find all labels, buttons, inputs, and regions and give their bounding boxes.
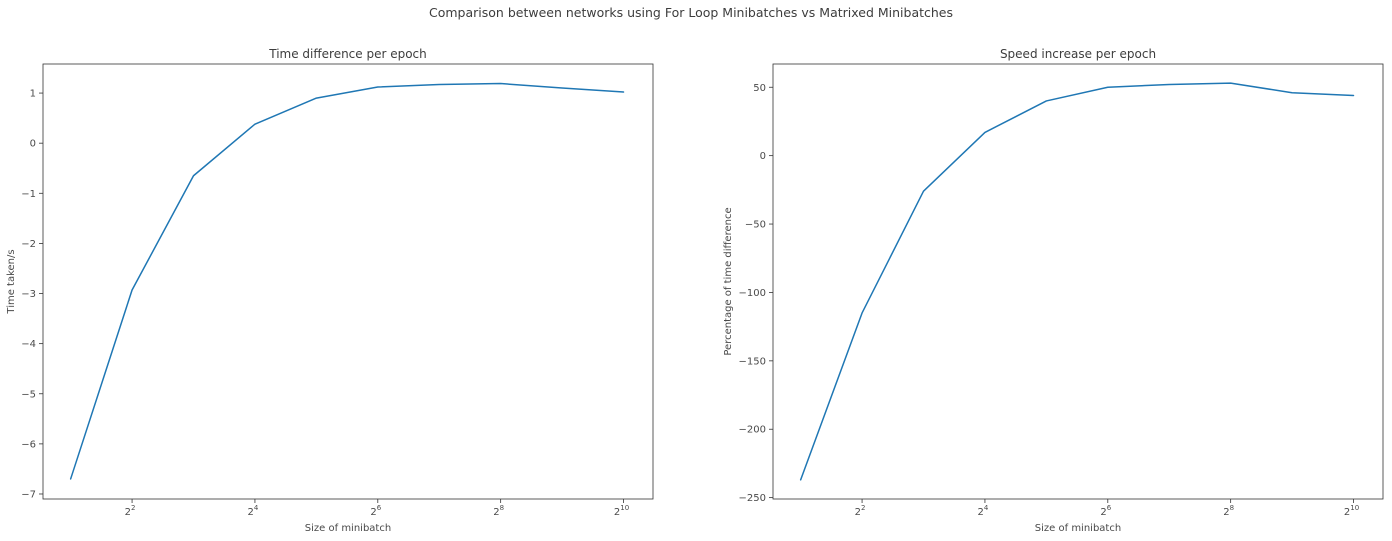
x-tick-exponent: 6 <box>377 504 382 512</box>
x-tick-exponent: 10 <box>620 504 629 512</box>
x-tick-label: 210 <box>1344 504 1359 518</box>
x-tick-base: 2 <box>1100 507 1106 518</box>
y-tick-label: −200 <box>739 425 766 436</box>
x-tick-base: 2 <box>125 507 131 518</box>
plot-frame <box>772 63 1384 500</box>
y-tick-label: 50 <box>753 83 766 94</box>
y-tick-label: 0 <box>760 151 766 162</box>
y-tick-label: −5 <box>21 389 36 400</box>
y-tick-label: −2 <box>21 239 36 250</box>
x-tick-base: 2 <box>493 507 499 518</box>
series-line <box>69 82 625 480</box>
x-tick-label: 26 <box>1100 504 1111 518</box>
x-tick-label: 26 <box>370 504 381 518</box>
figure-suptitle: Comparison between networks using For Lo… <box>429 5 953 20</box>
x-tick-exponent: 2 <box>131 504 135 512</box>
x-tick-base: 2 <box>855 507 861 518</box>
chart-title: Speed increase per epoch <box>1000 47 1156 61</box>
chart-title: Time difference per epoch <box>268 47 427 61</box>
x-tick-exponent: 8 <box>1230 504 1234 512</box>
x-axis-label: Size of minibatch <box>1035 523 1121 534</box>
x-tick-label: 24 <box>248 504 259 518</box>
y-tick-label: −100 <box>739 288 766 299</box>
y-tick-label: −150 <box>739 356 766 367</box>
y-tick-label: 1 <box>30 89 36 100</box>
chart-speed-increase: Speed increase per epoch −250 −200 −150 −100… <box>723 47 1384 534</box>
x-axis-label: Size of minibatch <box>305 523 391 534</box>
y-tick-label: 0 <box>30 139 36 150</box>
x-tick-exponent: 4 <box>984 504 989 512</box>
x-tick-label: 28 <box>1223 504 1234 518</box>
x-tick-base: 2 <box>978 507 984 518</box>
x-tick-base: 2 <box>614 507 620 518</box>
x-tick-base: 2 <box>1223 507 1229 518</box>
y-tick-label: −250 <box>739 493 766 504</box>
x-tick-exponent: 10 <box>1350 504 1359 512</box>
y-tick-label: −7 <box>21 489 36 500</box>
x-tick-base: 2 <box>370 507 376 518</box>
x-tick-label: 22 <box>125 504 136 518</box>
x-tick-label: 22 <box>855 504 866 518</box>
x-tick-exponent: 2 <box>861 504 865 512</box>
x-tick-base: 2 <box>1344 507 1350 518</box>
x-tick-exponent: 6 <box>1107 504 1112 512</box>
y-tick-label: −1 <box>21 189 36 200</box>
y-tick-label: −6 <box>21 439 36 450</box>
chart-time-difference: Time difference per epoch −7 −6 −5 −4 −3 −2 −1 0… <box>6 47 654 534</box>
y-tick-label: −50 <box>745 220 766 231</box>
x-tick-exponent: 8 <box>500 504 504 512</box>
x-tick-label: 28 <box>493 504 504 518</box>
x-tick-label: 24 <box>978 504 989 518</box>
x-tick-base: 2 <box>248 507 254 518</box>
y-axis-label: Percentage of time difference <box>723 207 734 355</box>
plot-frame <box>42 63 654 500</box>
series-line <box>799 82 1355 481</box>
x-tick-exponent: 4 <box>254 504 259 512</box>
y-axis-label: Time taken/s <box>6 249 17 314</box>
y-tick-label: −3 <box>21 289 36 300</box>
y-tick-label: −4 <box>21 339 36 350</box>
x-tick-label: 210 <box>614 504 629 518</box>
